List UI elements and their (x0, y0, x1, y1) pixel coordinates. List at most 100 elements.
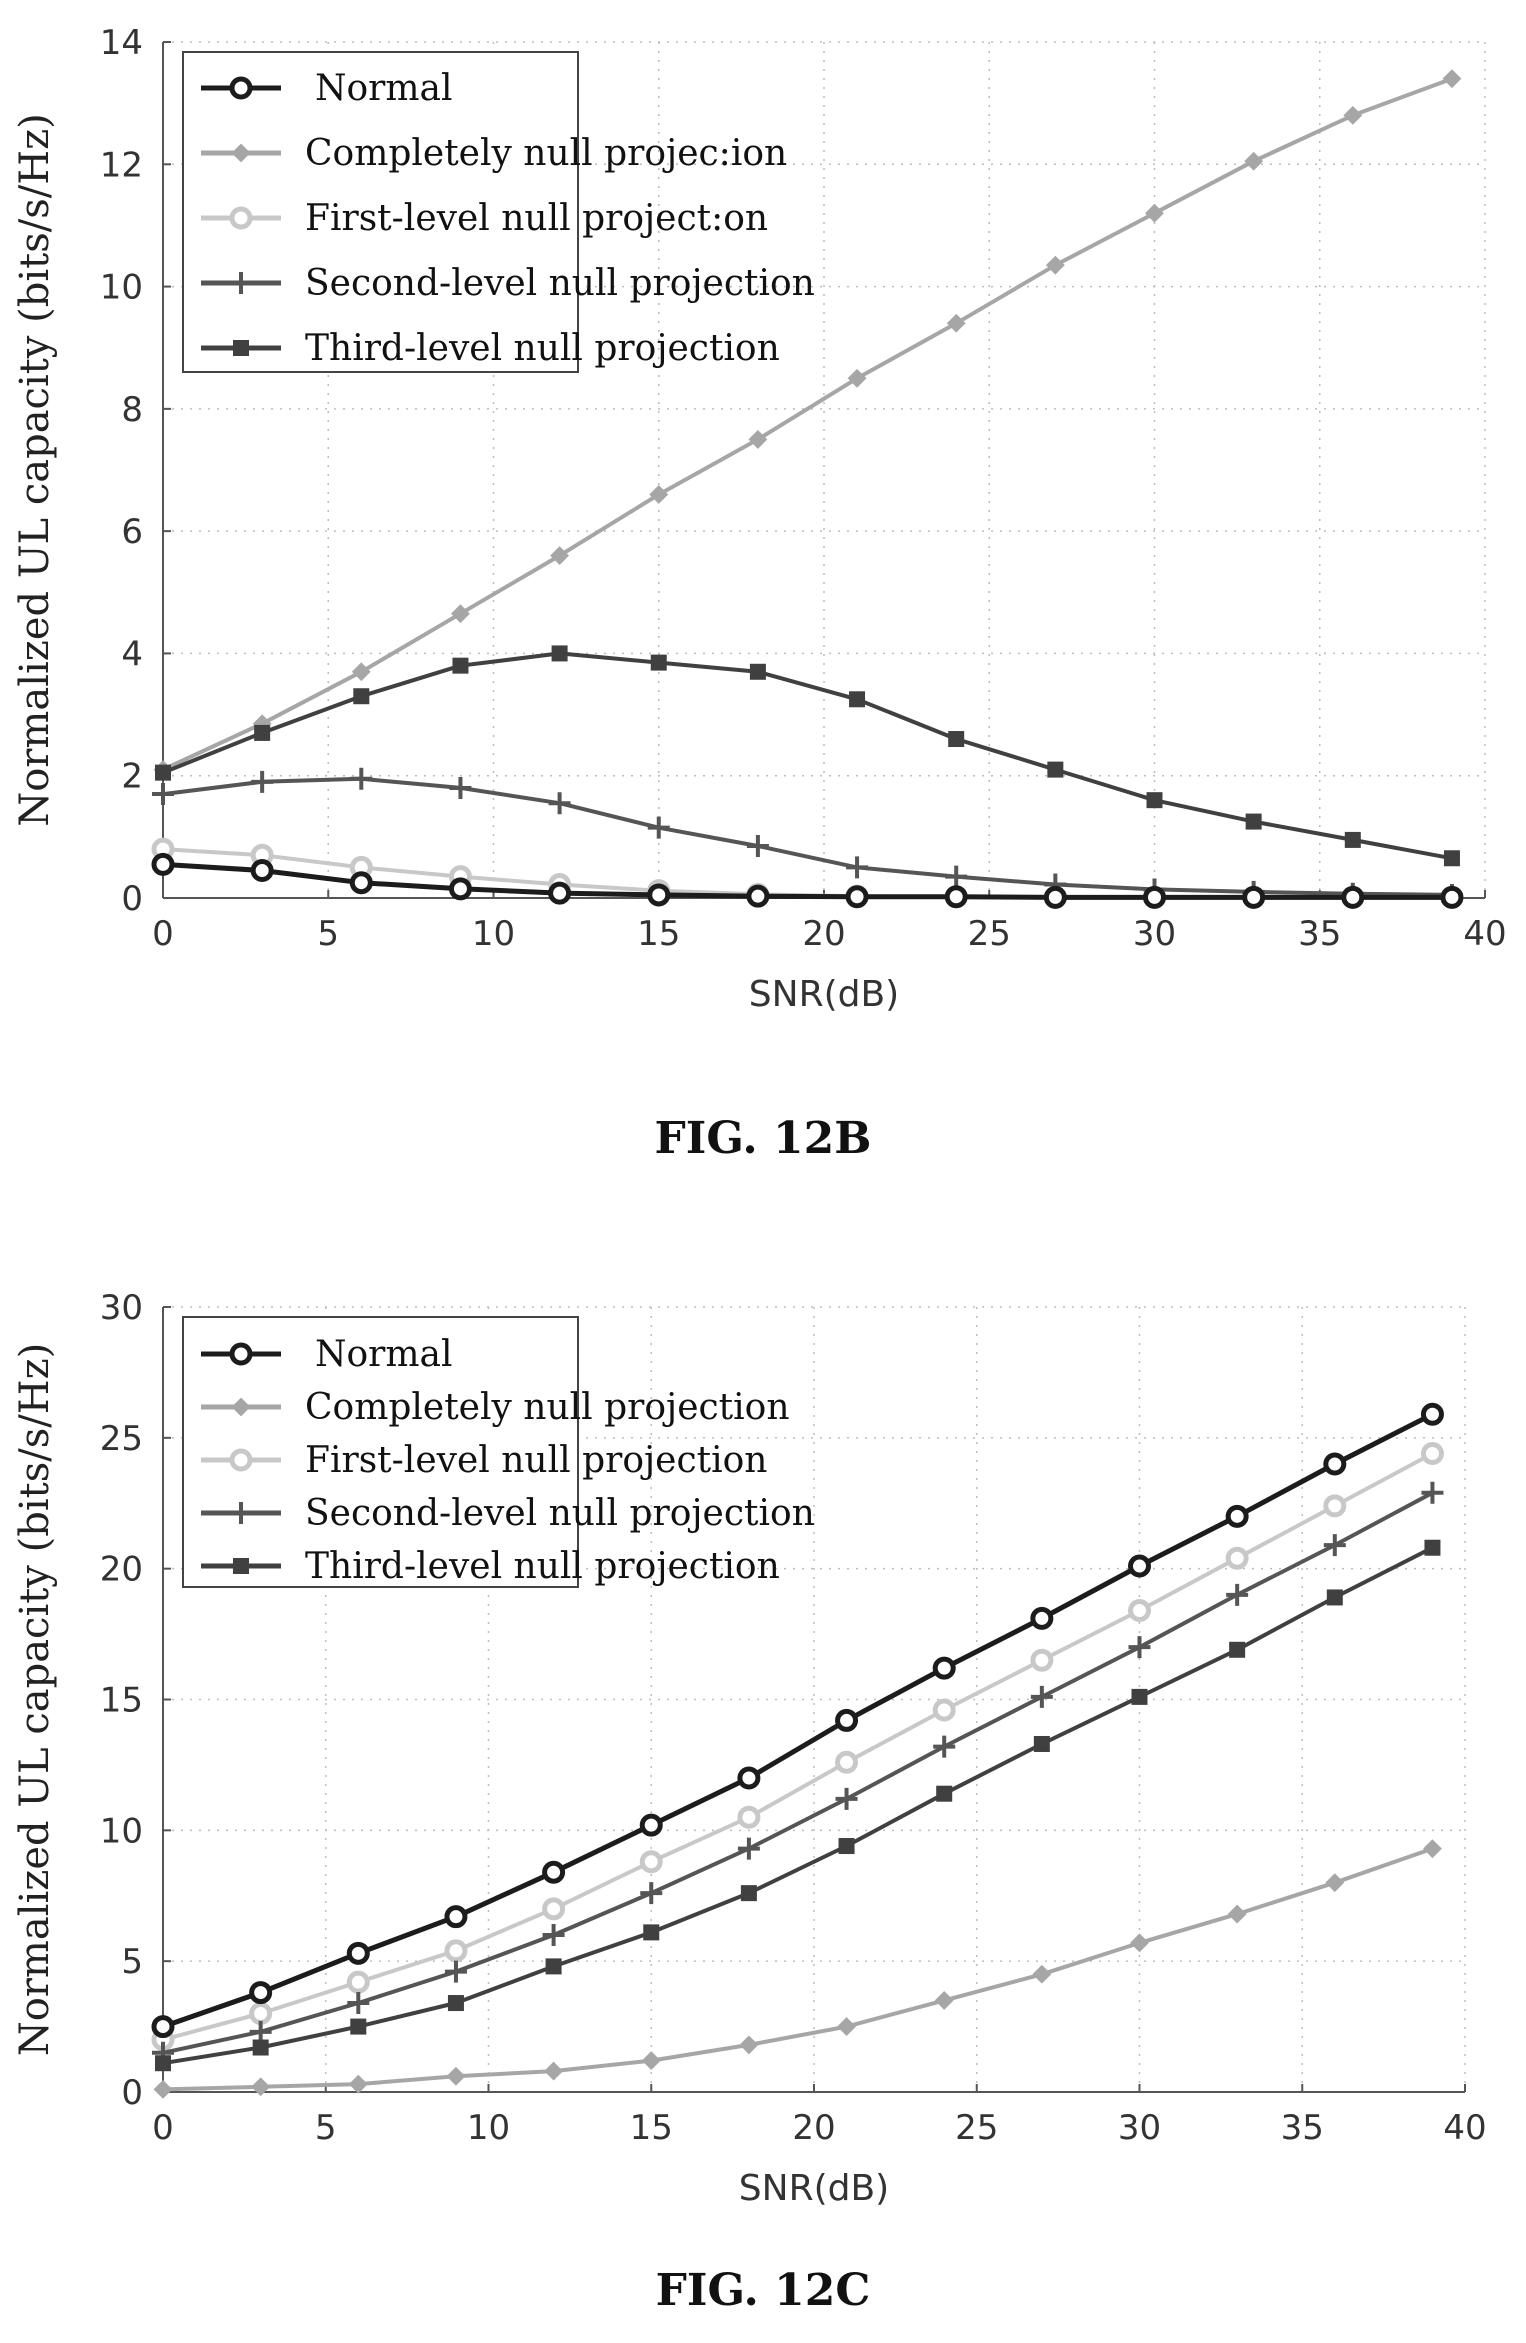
data-point (948, 731, 965, 748)
series-normal (151, 852, 1464, 909)
series-line-first-level-null-projection (162, 1451, 1434, 2042)
data-point (452, 657, 469, 674)
chart-fig-12b: 0 5 10 15 20 25 30 35 40 0 2 4 6 8 10 12 14 SNR(dB) Normal… (12, 23, 1507, 1015)
data-point (849, 691, 866, 708)
data-point (1032, 1964, 1052, 1984)
series-second-level-null-projection (152, 767, 1463, 906)
legend-marker-second-level-null-projection (230, 1502, 252, 1524)
x-tick-label: 30 (1133, 914, 1176, 954)
x-axis-label: SNR(dB) (739, 2168, 889, 2209)
x-tick-label: 10 (472, 914, 515, 954)
data-point (1323, 1534, 1346, 1557)
legend-marker-completely-null-projection (231, 143, 251, 163)
data-point (542, 1897, 566, 1921)
data-point (347, 1992, 370, 2015)
data-point (151, 2015, 175, 2039)
data-point (1341, 885, 1365, 909)
legend-marker-normal (229, 1342, 253, 1366)
legend-label: First-level null project:on (305, 198, 768, 239)
data-point (447, 1995, 464, 2012)
data-point (1421, 1481, 1444, 1504)
data-point (254, 724, 271, 741)
data-point (1325, 1873, 1345, 1893)
data-point (446, 2066, 466, 2086)
series-line-normal (162, 1412, 1434, 2029)
series-normal (151, 1402, 1444, 2039)
data-point (639, 1850, 663, 1874)
data-point (749, 663, 766, 680)
x-axis-label: SNR(dB) (749, 974, 899, 1015)
data-point (1443, 850, 1460, 867)
data-point (946, 313, 966, 333)
data-point (649, 485, 669, 504)
data-point (155, 2055, 171, 2072)
data-point (350, 767, 373, 790)
data-point (936, 1785, 953, 1802)
data-point (934, 1991, 954, 2010)
data-point (251, 770, 274, 793)
y-tick-label: 15 (100, 1681, 143, 1721)
data-point (737, 1766, 761, 1790)
series-line-third-level-null-projection (162, 651, 1453, 861)
data-point (933, 1735, 956, 1758)
legend-marker-third-level-null-projection (233, 340, 249, 356)
data-point (932, 1656, 956, 1680)
legend-marker-normal (229, 76, 253, 100)
x-tick-label: 25 (955, 2108, 998, 2148)
legend-label: Normal (315, 68, 453, 109)
legend-box (182, 51, 579, 373)
figure-caption-12c: FIG. 12C (655, 2265, 871, 2316)
data-point (746, 835, 769, 858)
data-point (1030, 1606, 1054, 1630)
y-tick-label: 25 (100, 1419, 143, 1459)
data-point (151, 852, 175, 876)
x-tick-label: 40 (1463, 914, 1506, 954)
y-axis-label: Normalized UL capacity (bits/s/Hz) (12, 113, 58, 827)
series-line-third-level-null-projection (162, 1545, 1434, 2066)
data-point (1423, 1839, 1442, 1859)
data-point (1128, 1554, 1151, 1578)
y-tick-label: 14 (100, 23, 143, 63)
data-point (737, 1805, 761, 1829)
data-point (1131, 1688, 1148, 1705)
data-point (1043, 885, 1067, 909)
legend-label: Second-level null projection (305, 263, 815, 304)
x-tick-label: 0 (152, 2108, 174, 2148)
data-point (444, 1905, 468, 1929)
x-tick-label: 20 (802, 914, 845, 954)
series-line-completely-null-projection (162, 1846, 1434, 2092)
legend-label: Third-level null projection (305, 328, 780, 369)
legend-label: Second-level null projection (305, 1493, 815, 1534)
y-tick-label: 10 (100, 268, 143, 308)
series-completely-null-projection (153, 69, 1462, 780)
data-point (252, 2039, 269, 2056)
y-tick-label: 12 (100, 145, 143, 185)
y-axis-label: Normalized UL capacity (bits/s/Hz) (12, 1343, 58, 2057)
x-tick-label: 30 (1118, 2108, 1161, 2148)
data-point (1030, 1685, 1053, 1708)
data-point (838, 1838, 855, 1855)
data-point (444, 1939, 468, 1963)
data-point (152, 783, 174, 806)
data-point (1128, 1636, 1151, 1659)
data-point (944, 885, 968, 909)
x-tick-label: 10 (467, 2108, 510, 2148)
data-point (249, 2020, 272, 2043)
data-point (1242, 885, 1266, 909)
data-point (550, 546, 570, 566)
data-point (1229, 1641, 1246, 1658)
legend-label: Third-level null projection (305, 1546, 780, 1587)
legend-marker-completely-null-projection (231, 1397, 251, 1417)
data-point (444, 1960, 467, 1983)
series-line-second-level-null-projection (162, 776, 1453, 897)
data-point (737, 1837, 760, 1860)
data-point (1420, 1402, 1444, 1426)
data-point (1343, 105, 1363, 125)
data-point (153, 2079, 173, 2099)
data-point (542, 1860, 566, 1884)
series-line-second-level-null-projection (162, 1491, 1434, 2055)
data-point (353, 688, 370, 705)
series-third-level-null-projection (155, 1539, 1441, 2072)
legend-label: Completely null projec:ion (305, 133, 787, 174)
